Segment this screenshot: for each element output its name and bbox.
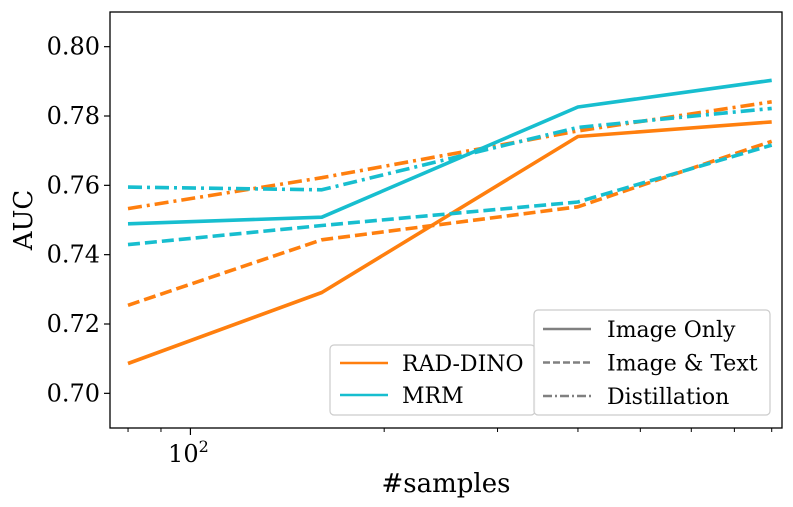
y-tick-label: 0.76 bbox=[47, 171, 100, 199]
legend-label-image-text: Image & Text bbox=[607, 352, 758, 377]
legend-label-rad-dino: RAD-DINO bbox=[402, 352, 524, 377]
y-axis-title: AUC bbox=[9, 190, 39, 252]
y-tick-label: 0.78 bbox=[47, 102, 100, 130]
x-tick-label-100: 102 bbox=[168, 437, 209, 468]
y-tick-label: 0.72 bbox=[47, 310, 100, 338]
y-tick-label: 0.80 bbox=[47, 33, 100, 61]
legend-label-image-only: Image Only bbox=[607, 318, 736, 343]
legend-label-mrm: MRM bbox=[402, 384, 464, 409]
x-axis-title: #samples bbox=[382, 469, 511, 499]
y-tick-label: 0.70 bbox=[47, 379, 100, 407]
series-mrm-distillation bbox=[127, 106, 772, 192]
series-rad-dino-image-text bbox=[127, 139, 773, 308]
x-tick-exponent: 2 bbox=[199, 437, 209, 456]
legend-label-distillation: Distillation bbox=[607, 385, 729, 410]
series-mrm-image-only bbox=[127, 78, 772, 226]
x-tick-base: 10 bbox=[168, 440, 199, 468]
series-mrm-image-text bbox=[127, 143, 773, 247]
y-tick-label: 0.74 bbox=[47, 241, 100, 269]
style-legend-box bbox=[533, 309, 771, 416]
plot-frame bbox=[109, 11, 783, 429]
series-rad-dino-distillation bbox=[127, 100, 772, 211]
